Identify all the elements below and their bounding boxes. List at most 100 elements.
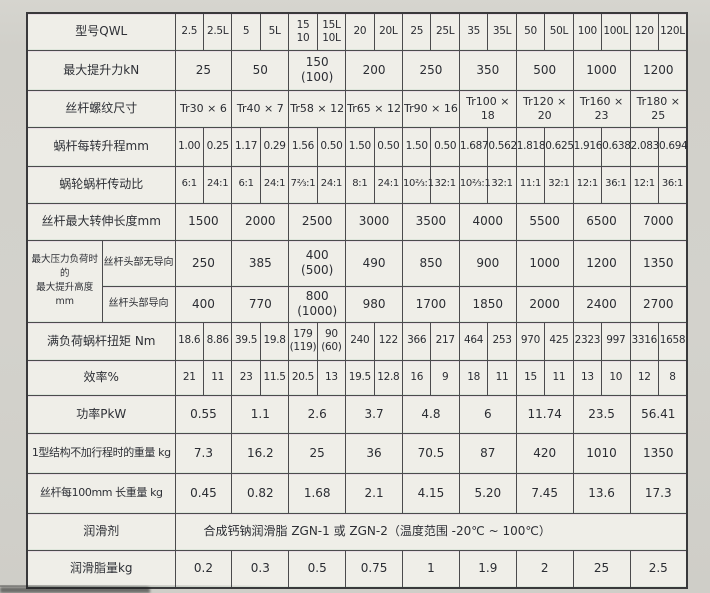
lift-per-rev-value: 0.638 bbox=[601, 126, 631, 167]
model-value: 20L bbox=[373, 12, 404, 51]
max-lift-height-guided-value: 2700 bbox=[629, 285, 688, 323]
lift-per-rev-value: 0.50 bbox=[373, 126, 404, 167]
power-value: 11.74 bbox=[515, 394, 574, 434]
max-lift-height-unguided-value: 250 bbox=[174, 239, 233, 287]
lift-per-rev-value: 1.818 bbox=[515, 126, 546, 167]
screw-thread-size-value: Tr65 × 12 bbox=[345, 89, 403, 128]
power-value: 1.1 bbox=[231, 394, 290, 434]
full-load-torque-value: 997 bbox=[601, 321, 631, 361]
spec-table-wrap: 型号QWL 2.5 2.5L 5 5L 15 10 15L 10L 20 20L 25 25L 35 3… bbox=[26, 12, 688, 589]
gear-ratio-value: 6:1 bbox=[174, 165, 204, 204]
power-label: 功率PkW bbox=[26, 394, 176, 434]
full-load-torque-value: 464 bbox=[458, 321, 489, 361]
lift-per-rev-value: 0.25 bbox=[202, 126, 233, 167]
gear-ratio-value: 10⅔:1 bbox=[401, 165, 434, 204]
screw-weight-per-100mm-value: 1.68 bbox=[288, 472, 347, 514]
power-value: 6 bbox=[458, 394, 517, 434]
screw-weight-per-100mm-value: 7.45 bbox=[515, 472, 574, 514]
max-lift-force-value: 50 bbox=[231, 49, 290, 91]
full-load-torque-value: 425 bbox=[544, 321, 574, 361]
efficiency-value: 13 bbox=[316, 359, 347, 396]
max-lift-height-guided-value: 1700 bbox=[402, 285, 460, 323]
max-screw-length-value: 5500 bbox=[515, 202, 574, 241]
max-screw-length-label: 丝杆最大转伸长度mm bbox=[26, 202, 176, 241]
max-lift-height-unguided-value: 900 bbox=[458, 239, 517, 287]
screw-weight-per-100mm-value: 2.1 bbox=[345, 472, 403, 514]
grease-amount-value: 0.75 bbox=[345, 549, 403, 589]
screw-thread-size-value: Tr100 × 18 bbox=[458, 89, 517, 128]
efficiency-value: 20.5 bbox=[288, 359, 318, 396]
gear-ratio-value: 24:1 bbox=[316, 165, 347, 204]
model-label: 型号QWL bbox=[26, 12, 176, 51]
max-lift-height-guided-value: 2400 bbox=[572, 285, 631, 323]
weight-type1-value: 25 bbox=[288, 432, 347, 474]
spec-table: 型号QWL 2.5 2.5L 5 5L 15 10 15L 10L 20 20L 25 25L 35 3… bbox=[26, 12, 688, 589]
lift-per-rev-value: 0.50 bbox=[316, 126, 347, 167]
efficiency-value: 10 bbox=[601, 359, 631, 396]
efficiency-value: 18 bbox=[458, 359, 489, 396]
grease-amount-value: 0.2 bbox=[174, 549, 233, 589]
lift-per-rev-value: 1.687 bbox=[458, 126, 489, 167]
efficiency-value: 23 bbox=[231, 359, 261, 396]
gear-ratio-value: 32:1 bbox=[487, 165, 517, 204]
row-grease-amount: 润滑脂量kg 0.2 0.3 0.5 0.75 1 1.9 2 25 2.5 bbox=[26, 549, 688, 589]
max-lift-force-value: 150 (100) bbox=[288, 49, 347, 91]
screw-weight-per-100mm-value: 0.82 bbox=[231, 472, 290, 514]
full-load-torque-value: 240 bbox=[345, 321, 375, 361]
full-load-torque-value: 3316 bbox=[629, 321, 659, 361]
grease-amount-label: 润滑脂量kg bbox=[26, 549, 176, 589]
screw-weight-per-100mm-label: 丝杆每100mm 长重量 kg bbox=[26, 472, 176, 514]
efficiency-value: 11 bbox=[544, 359, 574, 396]
model-value: 15 10 bbox=[288, 12, 318, 51]
efficiency-value: 16 bbox=[401, 359, 432, 396]
max-lift-height-unguided-value: 400 (500) bbox=[288, 239, 347, 287]
lift-per-rev-value: 1.916 bbox=[572, 126, 602, 167]
gear-ratio-value: 32:1 bbox=[430, 165, 460, 204]
gear-ratio-value: 11:1 bbox=[515, 165, 546, 204]
grease-amount-value: 0.5 bbox=[288, 549, 347, 589]
max-lift-height-guided-label: 丝杆头部导向 bbox=[101, 285, 176, 323]
model-value: 35L bbox=[487, 12, 517, 51]
full-load-torque-value: 1658 bbox=[657, 321, 688, 361]
row-max-lift-force: 最大提升力kN 25 50 150 (100) 200 250 350 500 1000 1200 bbox=[26, 49, 688, 91]
grease-amount-value: 2.5 bbox=[629, 549, 688, 589]
screw-thread-size-value: Tr90 × 16 bbox=[402, 89, 460, 128]
power-value: 2.6 bbox=[288, 394, 347, 434]
max-lift-height-guided-value: 2000 bbox=[515, 285, 574, 323]
max-lift-height-unguided-value: 490 bbox=[345, 239, 403, 287]
model-value: 2.5 bbox=[174, 12, 204, 51]
gear-ratio-value: 6:1 bbox=[231, 165, 261, 204]
gear-ratio-value: 7⅔:1 bbox=[288, 165, 318, 204]
efficiency-value: 15 bbox=[515, 359, 546, 396]
row-screw-thread-size: 丝杆螺纹尺寸 Tr30 × 6 Tr40 × 7 Tr58 × 12 Tr65 × 12… bbox=[26, 89, 688, 128]
max-screw-length-value: 4000 bbox=[458, 202, 517, 241]
power-value: 3.7 bbox=[345, 394, 403, 434]
screw-thread-size-value: Tr30 × 6 bbox=[174, 89, 233, 128]
max-lift-height-unguided-value: 1000 bbox=[515, 239, 574, 287]
row-lubricant: 润滑剂 合成钙钠润滑脂 ZGN-1 或 ZGN-2（温度范围 -20℃ ~ 100… bbox=[26, 512, 688, 551]
row-screw-weight-per-100mm: 丝杆每100mm 长重量 kg 0.45 0.82 1.68 2.1 4.15 5.20 7.… bbox=[26, 472, 688, 514]
model-value: 15L 10L bbox=[316, 12, 347, 51]
row-lift-per-rev: 蜗杆每转升程mm 1.00 0.25 1.17 0.29 1.56 0.50 1.50 0.50… bbox=[26, 126, 688, 167]
efficiency-value: 13 bbox=[572, 359, 603, 396]
weight-type1-value: 70.5 bbox=[402, 432, 460, 474]
full-load-torque-value: 217 bbox=[430, 321, 460, 361]
max-lift-force-value: 1000 bbox=[572, 49, 631, 91]
full-load-torque-value: 90 (60) bbox=[316, 321, 347, 361]
grease-amount-value: 25 bbox=[572, 549, 631, 589]
model-value: 5 bbox=[231, 12, 261, 51]
screw-weight-per-100mm-value: 17.3 bbox=[629, 472, 688, 514]
screw-weight-per-100mm-value: 4.15 bbox=[402, 472, 460, 514]
max-lift-height-guided-value: 400 bbox=[174, 285, 233, 323]
lift-per-rev-value: 1.00 bbox=[174, 126, 204, 167]
row-full-load-torque: 满负荷蜗杆扭矩 Nm 18.6 8.86 39.5 19.8 179 (119) 90 (6… bbox=[26, 321, 688, 361]
max-lift-height-guided-value: 980 bbox=[345, 285, 403, 323]
max-lift-force-value: 200 bbox=[345, 49, 403, 91]
gear-ratio-value: 32:1 bbox=[544, 165, 574, 204]
lift-per-rev-value: 0.694 bbox=[657, 126, 688, 167]
model-value: 35 bbox=[458, 12, 489, 51]
full-load-torque-value: 19.8 bbox=[259, 321, 290, 361]
model-value: 50L bbox=[544, 12, 574, 51]
row-max-screw-length: 丝杆最大转伸长度mm 1500 2000 2500 3000 3500 4000 5500 65… bbox=[26, 202, 688, 241]
